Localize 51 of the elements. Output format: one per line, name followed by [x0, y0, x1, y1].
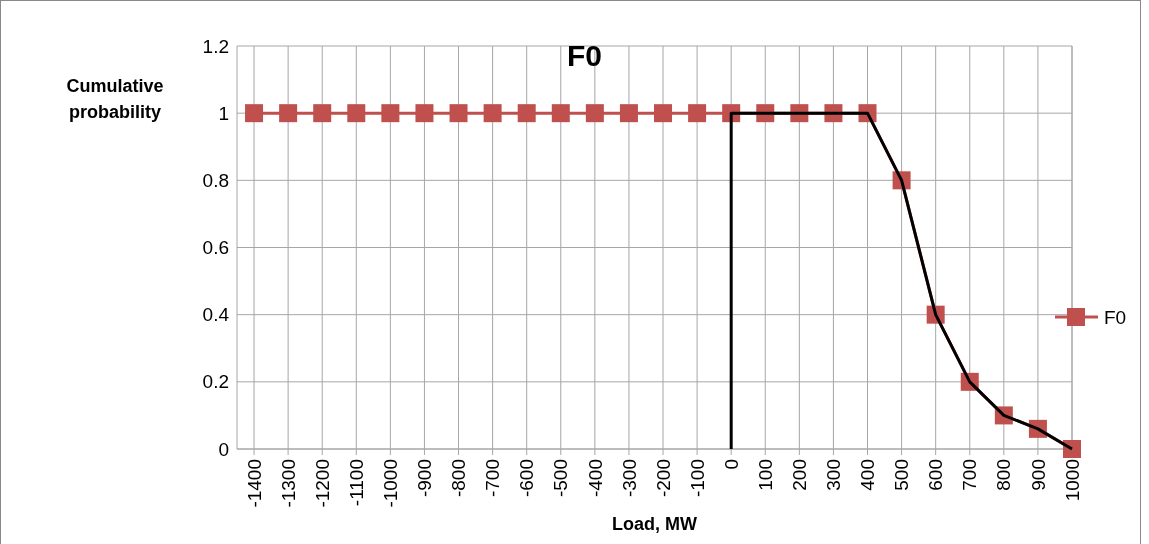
y-tick-label: 0	[218, 438, 229, 460]
chart-title: F0	[566, 39, 603, 72]
y-tick-label: 1.2	[202, 35, 229, 57]
point	[449, 104, 468, 123]
y-tick-label: 1	[218, 102, 229, 124]
x-tick-label: 0	[720, 459, 742, 470]
point	[279, 104, 298, 123]
x-tick-label: 200	[789, 459, 810, 491]
x-tick-label: -900	[414, 459, 436, 498]
legend-label: F0	[1104, 306, 1127, 328]
x-tick-label: -800	[448, 459, 470, 498]
point	[585, 104, 604, 123]
x-axis-title: Load, MW	[612, 514, 697, 534]
x-tick-label: -1300	[277, 459, 299, 508]
x-tick-label: -1400	[243, 459, 265, 508]
x-tick-label: 100	[754, 459, 776, 491]
x-tick-label: -600	[516, 459, 538, 498]
y-tick-label: 0.4	[202, 304, 230, 326]
point	[1063, 440, 1081, 458]
point	[654, 104, 673, 123]
point	[551, 104, 570, 123]
x-tick-label: -200	[652, 459, 674, 498]
x-tick-label: 400	[857, 459, 879, 491]
x-tick-label: 600	[925, 459, 947, 491]
x-tick-label: 900	[1027, 459, 1049, 491]
x-tick-label: 700	[959, 459, 981, 491]
point	[381, 104, 400, 123]
point	[619, 104, 638, 123]
point	[483, 104, 502, 123]
x-tick-label: 300	[823, 459, 845, 491]
point	[245, 104, 264, 123]
x-tick-label: -1200	[311, 459, 333, 508]
x-tick-label: 800	[993, 459, 1015, 491]
y-tick-label: 0.6	[202, 237, 229, 259]
x-tick-label: 1000	[1061, 459, 1083, 502]
y-axis-title: Cumulative probability	[66, 76, 164, 122]
x-tick-label: -100	[686, 459, 708, 498]
x-tick-label: 500	[891, 459, 913, 491]
x-tick-label: -500	[550, 459, 572, 498]
x-tick-label: -700	[482, 459, 504, 498]
x-tick-label: -1100	[345, 459, 367, 507]
point	[347, 104, 366, 123]
y-tick-label: 0.2	[202, 371, 229, 393]
y-tick-label: 0.8	[202, 169, 229, 191]
x-tick-label: -400	[584, 459, 606, 498]
point	[517, 104, 536, 123]
x-tick-label: -1000	[380, 459, 402, 508]
point	[415, 104, 434, 123]
point	[688, 104, 707, 123]
x-tick-label: -300	[618, 459, 640, 498]
point	[313, 104, 332, 123]
